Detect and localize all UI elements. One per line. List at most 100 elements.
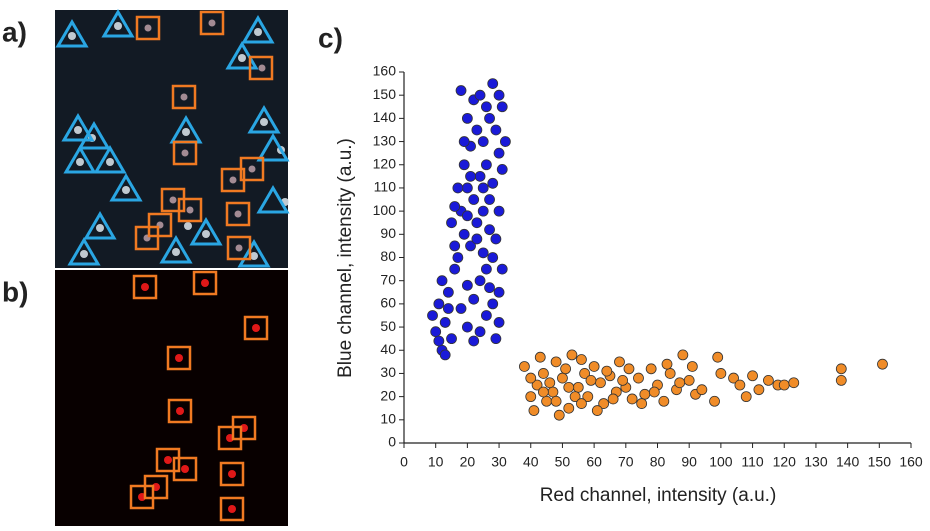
point [709,395,720,407]
point [433,298,445,310]
x-tick-label: 150 [868,454,892,470]
x-tick-label: 20 [460,454,476,470]
y-tick-label: 120 [373,155,397,171]
point [446,333,457,345]
y-tick-label: 80 [380,248,396,264]
point [480,101,492,113]
point [696,384,708,396]
point [487,177,499,189]
point [788,377,800,389]
point [442,286,454,298]
point [474,170,486,182]
point [677,349,689,361]
point [465,170,476,182]
point [468,335,480,347]
point [639,388,651,400]
point [449,201,461,212]
point [484,282,495,294]
x-tick-label: 30 [491,454,507,470]
point [480,310,492,321]
y-tick-label: 40 [380,341,396,357]
y-tick-label: 50 [380,318,396,334]
x-tick-label: 90 [681,454,697,470]
point [493,317,505,328]
point [449,240,461,252]
point [598,398,610,409]
point [658,395,670,407]
point [436,275,448,287]
point [576,354,587,365]
y-tick-label: 130 [373,132,397,148]
y-tick-label: 20 [380,387,396,403]
y-tick-label: 160 [373,63,397,79]
point [636,398,648,409]
point [534,351,546,363]
point [458,136,470,147]
point [452,252,464,263]
point [442,303,454,314]
x-tick-label: 60 [586,454,602,470]
point [563,381,575,393]
point [474,275,486,287]
point [645,363,657,375]
x-tick-label: 160 [899,454,923,470]
point [439,317,451,328]
point [576,398,587,409]
x-tick-label: 100 [709,454,733,470]
point [674,377,686,389]
point [648,386,660,398]
point [461,210,473,222]
point [525,391,537,403]
point [747,370,758,382]
point [471,217,483,229]
point [753,384,765,396]
x-tick-label: 120 [773,454,797,470]
point [557,372,568,384]
point [563,402,575,414]
point [458,228,470,240]
x-tick-label: 80 [650,454,666,470]
point [591,405,603,416]
point [439,349,451,361]
point [477,136,489,147]
point [531,379,543,391]
point [461,182,473,194]
x-tick-label: 110 [741,454,764,470]
point [607,393,619,405]
point [835,363,847,375]
point [633,372,644,384]
point [465,240,476,252]
point [525,372,537,384]
point [499,136,511,147]
point [728,372,739,384]
image-a [55,9,290,268]
point [455,85,467,96]
point [614,356,625,368]
y-tick-label: 0 [388,434,396,450]
x-tick-label: 140 [836,454,860,470]
point [480,159,492,171]
point [712,351,724,363]
point [582,391,594,403]
point [430,326,442,338]
point [493,286,505,298]
point [484,224,495,236]
point [484,112,495,124]
point [449,263,461,275]
point [661,358,673,370]
point [496,101,508,113]
x-tick-label: 130 [804,454,828,470]
point [550,395,562,407]
y-tick-label: 70 [380,271,396,287]
point [477,182,489,194]
panel-label: c) [318,22,343,53]
point [455,303,467,314]
point [715,368,727,379]
point [623,363,635,375]
point [835,374,847,386]
point [566,349,578,361]
point [487,78,499,89]
point [471,124,483,136]
point [588,361,600,372]
